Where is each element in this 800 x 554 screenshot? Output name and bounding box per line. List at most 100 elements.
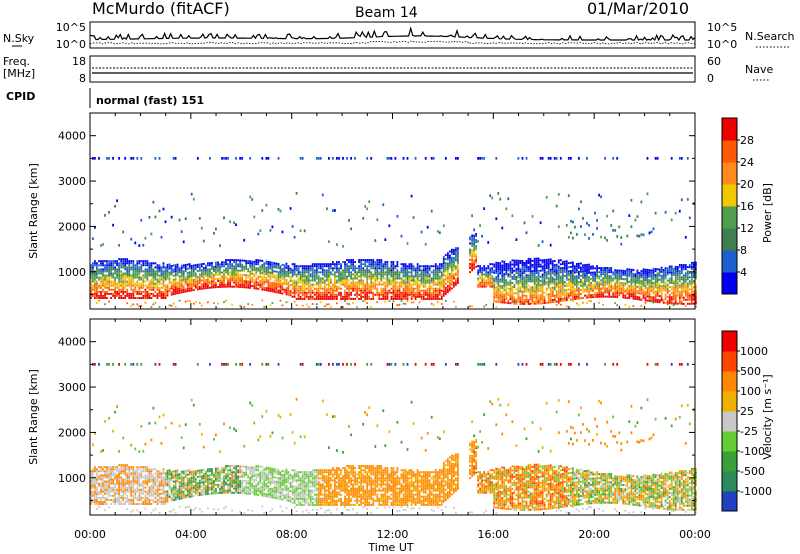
data-cell: [404, 285, 407, 288]
data-cell: [108, 498, 110, 501]
data-cell: [124, 274, 127, 277]
data-cell: [442, 274, 445, 277]
data-cell: [557, 271, 560, 274]
data-cell: [90, 482, 92, 485]
data-cell: [158, 294, 161, 297]
data-cell: [227, 279, 229, 282]
data-cell: [616, 269, 619, 272]
data-cell: [487, 275, 490, 278]
data-cell: [160, 266, 163, 269]
data-cell: [614, 302, 617, 305]
data-cell: [503, 301, 506, 304]
data-cell: [235, 275, 237, 278]
data-cell: [684, 274, 687, 277]
data-cell: [340, 263, 342, 266]
data-cell: [336, 243, 338, 246]
data-cell: [291, 283, 294, 286]
data-cell: [311, 279, 314, 282]
data-cell: [200, 271, 203, 274]
data-cell: [561, 275, 564, 278]
data-cell: [301, 157, 304, 160]
data-cell: [503, 262, 506, 265]
data-cell: [275, 262, 278, 265]
data-cell: [624, 278, 627, 281]
data-cell: [219, 263, 221, 266]
data-cell: [305, 271, 308, 274]
data-cell: [559, 275, 562, 278]
data-cell: [537, 259, 540, 262]
data-cell: [598, 271, 600, 274]
data-cell: [588, 300, 590, 302]
data-cell: [94, 466, 96, 469]
data-cell: [632, 305, 635, 307]
data-cell: [414, 275, 417, 278]
data-cell: [650, 298, 653, 301]
data-cell: [215, 278, 217, 280]
data-cell: [182, 290, 185, 293]
data-cell: [537, 261, 540, 264]
data-cell: [106, 260, 108, 263]
data-cell: [676, 268, 679, 270]
data-cell: [600, 293, 602, 296]
data-cell: [124, 157, 127, 160]
data-cell: [102, 484, 104, 487]
data-cell: [422, 269, 425, 272]
data-cell: [436, 271, 439, 274]
data-cell: [289, 294, 292, 297]
data-cell: [388, 269, 391, 272]
data-cell: [576, 283, 578, 286]
data-cell: [215, 261, 217, 264]
data-cell: [471, 257, 473, 260]
data-cell: [469, 254, 471, 257]
data-cell: [104, 484, 106, 487]
data-cell: [449, 285, 451, 288]
data-cell: [449, 289, 451, 292]
data-cell: [517, 300, 520, 303]
data-cell: [529, 292, 532, 295]
data-cell: [154, 282, 157, 285]
data-cell: [303, 293, 306, 296]
data-cell: [438, 287, 441, 290]
data-cell: [543, 297, 546, 300]
data-cell: [519, 261, 522, 264]
data-cell: [354, 281, 356, 284]
data-cell: [94, 486, 96, 489]
data-cell: [642, 276, 645, 279]
data-cell: [160, 276, 163, 279]
data-cell: [614, 291, 617, 294]
data-cell: [307, 271, 310, 274]
data-cell: [156, 272, 159, 275]
data-cell: [670, 302, 673, 305]
data-cell: [295, 287, 298, 290]
data-cell: [94, 226, 96, 229]
data-cell: [634, 275, 637, 278]
data-cell: [626, 276, 629, 279]
data-cell: [170, 269, 173, 272]
data-cell: [211, 278, 213, 281]
data-cell: [523, 282, 526, 285]
data-cell: [148, 292, 151, 295]
data-cell: [376, 218, 379, 222]
data-cell: [269, 304, 272, 307]
data-cell: [384, 261, 387, 264]
data-cell: [632, 289, 635, 292]
data-cell: [634, 277, 637, 280]
data-cell: [207, 282, 209, 285]
data-cell: [422, 267, 425, 270]
data-cell: [509, 265, 512, 268]
data-cell: [670, 282, 673, 284]
data-cell: [287, 281, 290, 284]
data-cell: [666, 271, 669, 274]
data-cell: [269, 229, 272, 232]
data-cell: [666, 302, 669, 305]
data-cell: [364, 289, 367, 292]
data-cell: [317, 283, 320, 286]
data-cell: [553, 301, 556, 303]
data-cell: [305, 279, 308, 282]
data-cell: [495, 278, 498, 281]
data-cell: [451, 248, 453, 251]
data-cell: [114, 284, 116, 287]
data-cell: [364, 283, 367, 286]
data-cell: [561, 277, 564, 280]
data-cell: [533, 263, 536, 266]
